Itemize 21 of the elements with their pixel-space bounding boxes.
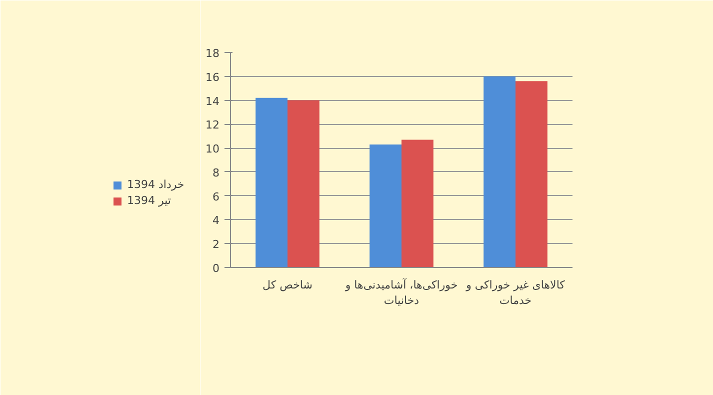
bar <box>484 76 516 268</box>
bar <box>288 100 320 268</box>
bar <box>370 144 402 268</box>
bar <box>402 140 434 268</box>
y-tick-label: 12 <box>206 118 220 132</box>
y-tick-label: 8 <box>212 166 220 180</box>
y-tick-label: 6 <box>212 190 220 204</box>
y-tick-label: 18 <box>206 47 220 60</box>
bar <box>516 81 548 268</box>
bar <box>256 98 288 268</box>
y-tick-label: 0 <box>212 262 220 275</box>
legend-label: خرداد 1394 <box>127 178 186 191</box>
y-tick-label: 4 <box>212 214 220 228</box>
y-tick-label: 16 <box>206 70 220 84</box>
y-tick-label: 14 <box>206 94 220 108</box>
x-tick-label: کالاهای غیر خوراکی و خدمات <box>465 278 566 308</box>
y-tick-label: 10 <box>206 142 220 156</box>
x-tick-label: خوراکی‌ها، آشامیدنی‌ها و دخانیات <box>344 278 458 308</box>
x-tick-label: شاخص کل <box>262 278 312 292</box>
y-tick-label: 2 <box>212 238 220 252</box>
legend-label: تیر 1394 <box>127 194 171 207</box>
